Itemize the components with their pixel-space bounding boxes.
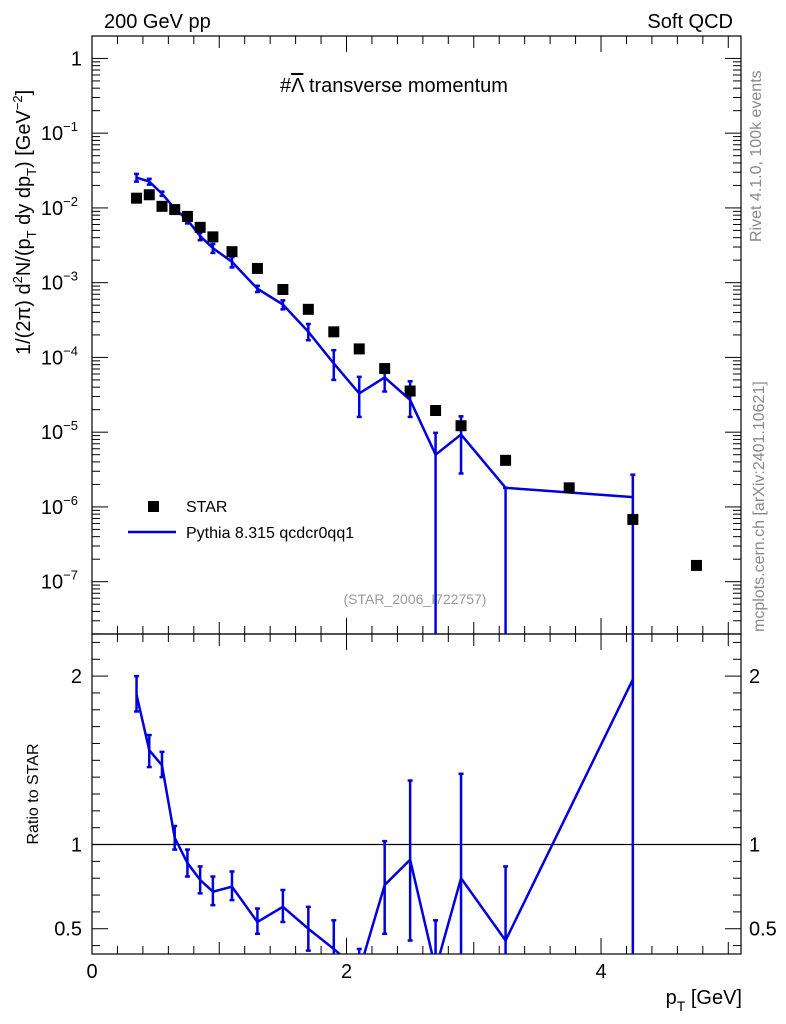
y-tick-label: 10−6 <box>41 493 78 519</box>
star-data-point <box>563 482 575 494</box>
pythia-line <box>136 176 633 499</box>
legend-pythia-label: Pythia 8.315 qcdcr0qq1 <box>186 525 354 542</box>
main-plot-frame <box>91 35 742 635</box>
y-tick-label: 10−7 <box>41 568 78 594</box>
x-tick-label: 4 <box>595 961 606 983</box>
main-series-clip <box>131 172 702 634</box>
star-data-point <box>627 513 639 525</box>
header-energy-label: 200 GeV pp <box>104 11 211 33</box>
x-axis-label: pT [GeV] <box>666 987 742 1014</box>
ratio-y-tick-label: 0.5 <box>54 919 82 941</box>
x-tick-label: 2 <box>341 961 352 983</box>
main-y-axis-ticks <box>92 57 741 635</box>
y-tick-label: 10−2 <box>41 194 78 220</box>
star-data-point <box>181 210 193 222</box>
plot-title-prefix: # <box>280 75 292 97</box>
star-data-point <box>156 200 168 212</box>
legend-star-marker <box>148 501 159 512</box>
analysis-reference: (STAR_2006_I722757) <box>344 591 487 607</box>
ratio-line <box>135 678 634 954</box>
ratio-series-clip <box>134 634 635 954</box>
x-axis-label-unit: [GeV] <box>685 987 742 1009</box>
x-axis-label-main: p <box>666 987 677 1009</box>
x-tick-label: 0 <box>86 961 97 983</box>
y-tick-label: 10−3 <box>41 269 78 295</box>
star-data-point <box>404 385 416 397</box>
ratio-y-tick-label: 2 <box>71 666 82 688</box>
y-tick-label: 10−1 <box>41 119 78 145</box>
y-tick-label: 10−4 <box>41 343 78 369</box>
star-data-point <box>500 454 512 466</box>
ratio-axis-tick-labels: 0.5 0.5 1 1 2 2 0 2 4 <box>54 666 777 983</box>
rivet-version-label: Rivet 4.1.0, 100k events <box>748 70 765 242</box>
ratio-y-tick-label-right: 2 <box>749 666 760 688</box>
star-data-point <box>194 221 206 233</box>
header-category-label: Soft QCD <box>647 11 733 33</box>
ratio-y-axis-label: Ratio to STAR <box>25 743 42 844</box>
y-tick-label: 1 <box>71 48 82 70</box>
main-series-group <box>131 172 702 634</box>
ratio-y-tick-label-right: 1 <box>749 835 760 857</box>
star-data-point <box>143 189 155 201</box>
ratio-axis-ticks <box>92 641 741 947</box>
star-data-point <box>690 559 702 571</box>
legend: STAR Pythia 8.315 qcdcr0qq1 <box>128 499 354 542</box>
star-data-point <box>226 246 238 258</box>
ratio-series-group <box>134 634 635 954</box>
ratio-y-tick-label-right: 0.5 <box>749 919 777 941</box>
star-data-point <box>430 404 442 416</box>
ratio-plot-frame <box>91 633 742 955</box>
star-data-point <box>251 262 263 274</box>
main-y-axis-tick-labels: 1 10−1 10−2 10−3 10−4 10−5 10−6 10−7 <box>41 48 82 593</box>
star-data-point <box>379 363 391 375</box>
star-data-point <box>302 303 314 315</box>
star-data-point <box>131 192 143 204</box>
ratio-y-tick-label: 1 <box>71 835 82 857</box>
star-data-point <box>277 284 289 296</box>
plot-title-symbol: Λ <box>291 75 305 97</box>
plot-title: #Λ transverse momentum <box>280 75 508 97</box>
plot-title-suffix: transverse momentum <box>303 75 508 97</box>
y-tick-label: 10−5 <box>41 418 78 444</box>
legend-star-label: STAR <box>186 499 227 516</box>
main-x-axis-ticks <box>91 36 729 954</box>
x-axis-label-sub: T <box>677 998 686 1014</box>
main-y-axis-label: 1/(2π) d2N/(pT dy dpT) [GeV−2] <box>10 90 39 355</box>
star-data-point <box>207 231 219 243</box>
star-data-point <box>169 204 181 216</box>
star-data-point <box>455 420 467 432</box>
star-data-point <box>328 326 340 338</box>
star-data-point <box>353 343 365 355</box>
mcplots-credit-label: mcplots.cern.ch [arXiv:2401.10621] <box>751 381 768 632</box>
